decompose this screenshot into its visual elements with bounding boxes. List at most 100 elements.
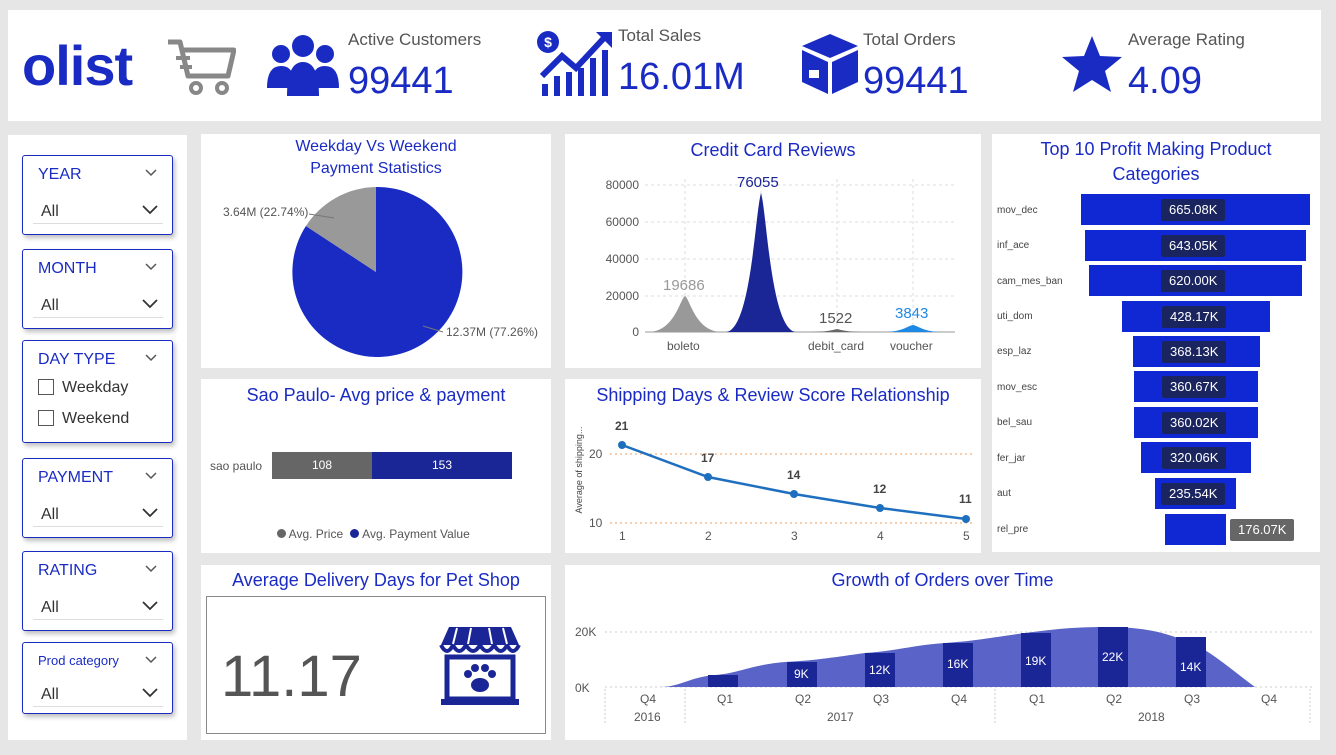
funnel-bar[interactable]: 360.67K (1134, 371, 1258, 402)
growth-quarter-tick: Q2 (795, 692, 812, 706)
shipping-point-label: 17 (701, 451, 715, 465)
pie-slice-weekday (292, 186, 463, 357)
year-dropdown[interactable]: All (33, 194, 163, 224)
year-dropdown-value: All (41, 203, 59, 220)
olist-logo: olist (22, 34, 133, 97)
average-rating-label: Average Rating (1128, 30, 1245, 49)
growth-value-label: 12K (869, 663, 891, 677)
chevron-down-icon[interactable] (144, 652, 158, 666)
rating-dropdown-value: All (41, 599, 59, 616)
rating-slicer[interactable]: RATING All (22, 551, 173, 631)
growth-quarter-band (787, 662, 817, 687)
kpi-header: olist Active Customers 99441 $ Total Sal… (8, 10, 1321, 121)
chevron-down-icon[interactable] (144, 350, 158, 364)
star-icon (1062, 36, 1122, 92)
pet-shop-icon (439, 627, 521, 705)
funnel-value: 176.07K (1230, 519, 1295, 541)
chevron-down-icon (142, 508, 158, 518)
funnel-bar[interactable]: 235.54K (1155, 478, 1236, 509)
chevron-down-icon[interactable] (144, 165, 158, 179)
funnel-title-line1: Top 10 Profit Making Product (1040, 139, 1272, 159)
growth-year-tick: 2017 (827, 710, 854, 724)
shipping-x-tick: 3 (791, 529, 798, 543)
funnel-bar[interactable]: 643.05K (1085, 230, 1306, 261)
shipping-point (962, 515, 970, 523)
weekday-checkbox[interactable]: Weekday (38, 379, 128, 397)
total-orders-value: 99441 (863, 60, 969, 102)
prod-category-dropdown[interactable]: All (33, 677, 163, 707)
funnel-bar[interactable]: 360.02K (1134, 407, 1258, 438)
weekend-checkbox[interactable]: Weekend (38, 410, 129, 428)
funnel-bar[interactable]: 620.00K (1089, 265, 1302, 296)
credit-peak-boleto (650, 296, 720, 332)
growth-quarter-band (865, 653, 895, 687)
growth-value-label: 22K (1102, 650, 1124, 664)
funnel-bar[interactable] (1165, 514, 1226, 545)
month-dropdown[interactable]: All (33, 288, 163, 318)
funnel-value: 360.02K (1162, 412, 1227, 434)
credit-y-tick: 0 (632, 325, 639, 339)
sao-paulo-title: Sao Paulo- Avg price & payment (246, 385, 506, 405)
year-slicer[interactable]: YEAR All (22, 155, 173, 235)
shipping-y-tick: 10 (589, 516, 603, 530)
prod-category-dropdown-value: All (41, 686, 59, 703)
credit-x-label-voucher: voucher (890, 339, 933, 353)
credit-card-reviews-panel: Credit Card Reviews 80000 60000 40000 20… (565, 134, 981, 368)
top10-categories-panel: Top 10 Profit Making Product Categories … (992, 134, 1320, 552)
payment-dropdown[interactable]: All (33, 497, 163, 527)
credit-peak-voucher (883, 325, 943, 332)
month-slicer-title: MONTH (38, 260, 97, 277)
shipping-x-tick: 2 (705, 529, 712, 543)
funnel-category: uti_dom (997, 311, 1033, 322)
checkbox-icon[interactable] (38, 379, 54, 395)
pie-title-line1: Weekday Vs Weekend (295, 138, 457, 155)
month-slicer[interactable]: MONTH All (22, 249, 173, 329)
legend-payment-label: Avg. Payment Value (362, 527, 470, 541)
active-customers-value: 99441 (348, 60, 454, 102)
credit-value-voucher: 3843 (895, 305, 929, 322)
chevron-down-icon[interactable] (144, 259, 158, 273)
growth-y-tick: 0K (575, 681, 590, 695)
funnel-category: mov_esc (997, 382, 1038, 393)
growth-quarter-tick: Q2 (1106, 692, 1123, 706)
funnel-category: aut (997, 488, 1011, 499)
legend-dot-icon (350, 529, 360, 538)
rating-dropdown[interactable]: All (33, 590, 163, 620)
month-dropdown-value: All (41, 297, 59, 314)
funnel-bar[interactable]: 665.08K (1081, 194, 1310, 225)
funnel-title-line2: Categories (1112, 164, 1200, 184)
growth-year-tick: 2016 (634, 710, 661, 724)
chevron-down-icon (142, 688, 158, 698)
credit-y-tick: 80000 (605, 178, 639, 192)
credit-x-label-debit-card: debit_card (808, 339, 865, 353)
credit-y-tick: 40000 (605, 252, 639, 266)
checkbox-icon[interactable] (38, 410, 54, 426)
growth-quarter-band (708, 675, 738, 687)
day-type-slicer[interactable]: DAY TYPE Weekday Weekend (22, 340, 173, 443)
payment-slicer[interactable]: PAYMENT All (22, 458, 173, 538)
customers-icon (267, 35, 339, 96)
funnel-value: 368.13K (1162, 341, 1227, 363)
legend-price-label: Avg. Price (288, 527, 344, 541)
delivery-card-border (206, 596, 546, 734)
funnel-category: inf_ace (997, 240, 1030, 251)
payment-slicer-title: PAYMENT (38, 469, 113, 486)
credit-y-tick: 60000 (605, 215, 639, 229)
growth-value-label: 19K (1025, 654, 1047, 668)
shipping-point-label: 21 (615, 419, 629, 433)
chevron-down-icon[interactable] (144, 561, 158, 575)
avg-price-bar[interactable]: 108 (272, 452, 372, 479)
credit-value-boleto: 19686 (663, 277, 705, 294)
chevron-down-icon[interactable] (144, 468, 158, 482)
day-type-slicer-title: DAY TYPE (38, 351, 116, 368)
credit-x-label-boleto: boleto (667, 339, 700, 353)
delivery-value: 11.17 (221, 644, 362, 709)
legend-dot-icon (277, 529, 286, 538)
prod-category-slicer[interactable]: Prod category All (22, 642, 173, 714)
funnel-category: mov_dec (997, 205, 1038, 216)
funnel-bar[interactable]: 368.13K (1133, 336, 1260, 367)
avg-payment-bar[interactable]: 153 (372, 452, 512, 479)
funnel-bar[interactable]: 320.06K (1141, 442, 1251, 473)
funnel-bar[interactable]: 428.17K (1122, 301, 1270, 332)
total-sales-value: 16.01M (618, 56, 745, 98)
